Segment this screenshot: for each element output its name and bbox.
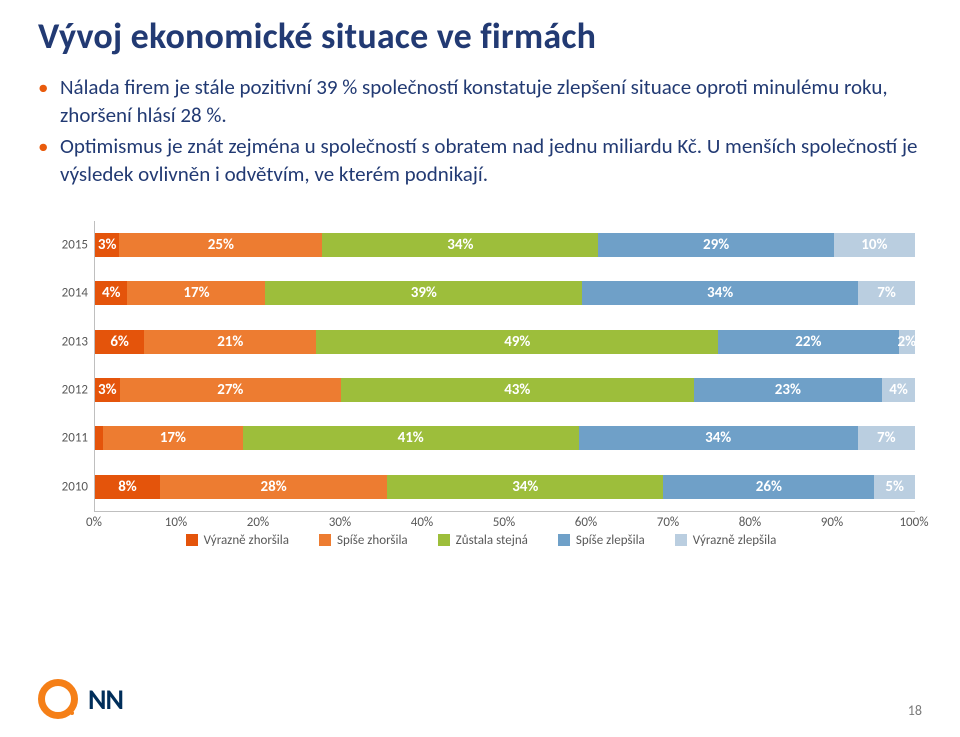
legend-item: Výrazně zlepšila — [675, 533, 777, 548]
nn-logo-text: NN — [88, 682, 123, 717]
bar-segment: 3% — [95, 233, 119, 257]
chart-legend: Výrazně zhoršila Spíše zhoršila Zůstala st… — [38, 533, 924, 548]
legend-swatch-icon — [319, 534, 331, 546]
bar-segment: 17% — [127, 281, 265, 305]
bullet-dot-icon: • — [38, 74, 60, 129]
bullet-dot-icon: • — [38, 133, 60, 188]
x-axis-label: 30% — [320, 515, 360, 530]
x-axis-label: 50% — [484, 515, 524, 530]
legend-swatch-icon — [675, 534, 687, 546]
bar-segment: 5% — [874, 475, 915, 499]
bar-segment: 7% — [858, 426, 915, 450]
legend-item: Spíše zhoršila — [319, 533, 408, 548]
legend-label: Výrazně zhoršila — [204, 533, 289, 548]
legend-swatch-icon — [186, 534, 198, 546]
bar-segment: 23% — [694, 378, 883, 402]
bullet-item: •Nálada firem je stále pozitivní 39 % sp… — [38, 74, 918, 129]
bullet-text: Optimismus je znát zejména u společností… — [60, 133, 918, 188]
bar-segment: 22% — [718, 330, 898, 354]
y-axis-label: 2015 — [38, 238, 88, 253]
bar-segment: 8% — [95, 475, 160, 499]
bar-segment: 39% — [265, 281, 582, 305]
bar-segment: 28% — [160, 475, 387, 499]
x-axis-label: 60% — [566, 515, 606, 530]
legend-swatch-icon — [438, 534, 450, 546]
bar-segment: 4% — [95, 281, 127, 305]
bar-segment: 29% — [598, 233, 833, 257]
legend-label: Spíše zhoršila — [337, 533, 408, 548]
bar-segment: 21% — [144, 330, 316, 354]
bar-segment: 3% — [95, 378, 120, 402]
bar-segment: 10% — [834, 233, 915, 257]
slide-page: Vývoj ekonomické situace ve firmách •Nál… — [0, 0, 960, 737]
bar-segment: 7% — [858, 281, 915, 305]
y-axis-label: 2012 — [38, 383, 88, 398]
legend-swatch-icon — [558, 534, 570, 546]
bar-segment: 34% — [387, 475, 663, 499]
bar-segment: 6% — [95, 330, 144, 354]
nn-ring-icon — [38, 679, 78, 719]
x-axis-label: 10% — [156, 515, 196, 530]
y-axis-label: 2010 — [38, 479, 88, 494]
bar-segment: 34% — [579, 426, 858, 450]
legend-label: Výrazně zlepšila — [693, 533, 777, 548]
bar-segment: 34% — [322, 233, 598, 257]
stacked-bar-chart: 3%25%34%29%10%4%17%39%34%7%6%21%49%22%2%… — [38, 213, 924, 553]
chart-plot-area: 3%25%34%29%10%4%17%39%34%7%6%21%49%22%2%… — [94, 221, 915, 512]
page-number: 18 — [908, 702, 922, 719]
y-axis-label: 2013 — [38, 334, 88, 349]
bar-segment: 2% — [899, 330, 915, 354]
y-axis-label: 2014 — [38, 286, 88, 301]
bar-segment: 49% — [316, 330, 718, 354]
legend-item: Spíše zlepšila — [558, 533, 645, 548]
bar-segment: 41% — [243, 426, 579, 450]
bar-row: 4%17%39%34%7% — [95, 281, 915, 305]
x-axis-label: 80% — [730, 515, 770, 530]
bar-row: 17%41%34%7% — [95, 426, 915, 450]
x-axis-label: 70% — [648, 515, 688, 530]
bar-row: 3%27%43%23%4% — [95, 378, 915, 402]
bar-row: 8%28%34%26%5% — [95, 475, 915, 499]
x-axis-label: 0% — [74, 515, 114, 530]
bar-segment: 17% — [103, 426, 242, 450]
bar-segment: 25% — [119, 233, 322, 257]
legend-label: Spíše zlepšila — [576, 533, 645, 548]
legend-item: Zůstala stejná — [438, 533, 528, 548]
bar-segment — [95, 426, 103, 450]
x-axis-label: 20% — [238, 515, 278, 530]
y-axis-label: 2011 — [38, 431, 88, 446]
x-axis-label: 100% — [894, 515, 934, 530]
bar-segment: 43% — [341, 378, 694, 402]
legend-label: Zůstala stejná — [456, 533, 528, 548]
bar-row: 3%25%34%29%10% — [95, 233, 915, 257]
x-axis-label: 90% — [812, 515, 852, 530]
bar-segment: 4% — [882, 378, 915, 402]
bullet-item: •Optimismus je znát zejména u společnost… — [38, 133, 918, 188]
bullet-list: •Nálada firem je stále pozitivní 39 % sp… — [38, 74, 918, 189]
footer-logo: NN — [38, 679, 123, 719]
legend-item: Výrazně zhoršila — [186, 533, 289, 548]
page-title: Vývoj ekonomické situace ve firmách — [38, 14, 922, 58]
x-axis-label: 40% — [402, 515, 442, 530]
bar-segment: 34% — [582, 281, 858, 305]
bar-segment: 26% — [663, 475, 874, 499]
bullet-text: Nálada firem je stále pozitivní 39 % spo… — [60, 74, 918, 129]
bar-row: 6%21%49%22%2% — [95, 330, 915, 354]
bar-segment: 27% — [120, 378, 341, 402]
